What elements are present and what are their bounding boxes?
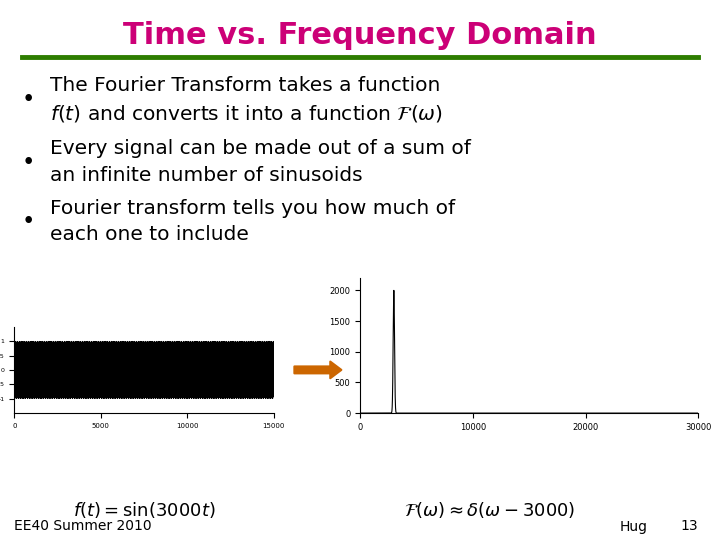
Text: Time vs. Frequency Domain: Time vs. Frequency Domain — [123, 21, 597, 50]
Text: •: • — [22, 89, 35, 111]
Text: •: • — [22, 151, 35, 173]
Text: •: • — [22, 210, 35, 233]
Text: Hug: Hug — [620, 519, 648, 534]
Text: $f(t) = \sin(3000t)$: $f(t) = \sin(3000t)$ — [73, 500, 215, 521]
Text: $\mathcal{F}(\omega) \approx \delta(\omega - 3000)$: $\mathcal{F}(\omega) \approx \delta(\ome… — [404, 500, 575, 521]
Text: Fourier transform tells you how much of
each one to include: Fourier transform tells you how much of … — [50, 199, 456, 244]
Text: 13: 13 — [681, 519, 698, 534]
Text: Every signal can be made out of a sum of
an infinite number of sinusoids: Every signal can be made out of a sum of… — [50, 139, 472, 185]
Text: EE40 Summer 2010: EE40 Summer 2010 — [14, 519, 152, 534]
Text: The Fourier Transform takes a function
$f(t)$ and converts it into a function $\: The Fourier Transform takes a function $… — [50, 76, 444, 124]
